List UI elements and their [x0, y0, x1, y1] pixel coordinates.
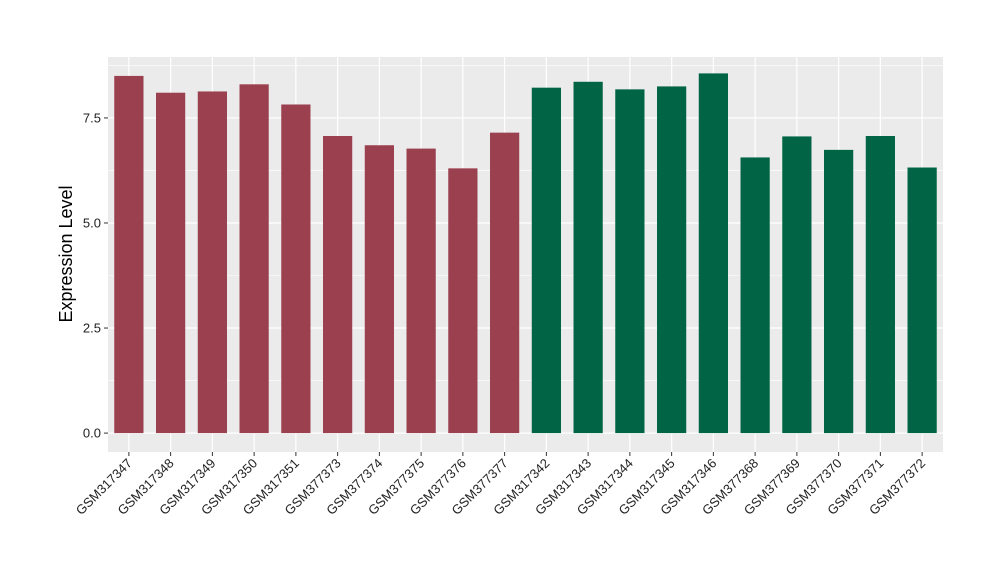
y-tick-label: 0.0 [83, 426, 101, 441]
y-axis-title: Expression Level [56, 185, 76, 322]
bar-GSM377370 [824, 149, 854, 434]
bar-GSM377376 [448, 168, 478, 434]
bar-GSM317346 [698, 73, 728, 434]
y-tick-label: 5.0 [83, 215, 101, 230]
bar-GSM317350 [239, 84, 269, 434]
y-tick-label: 7.5 [83, 110, 101, 125]
bar-GSM377374 [364, 145, 394, 434]
bar-GSM317343 [573, 81, 603, 434]
bar-GSM317345 [657, 86, 687, 434]
x-axis: GSM317347GSM317348GSM317349GSM317350GSM3… [73, 452, 928, 518]
bar-GSM377369 [782, 136, 812, 434]
bar-GSM317351 [281, 104, 311, 434]
bar-GSM377371 [865, 136, 895, 434]
bar-GSM317349 [197, 91, 227, 434]
bar-GSM317342 [531, 87, 561, 434]
bar-GSM317347 [114, 75, 144, 434]
bar-GSM377373 [323, 136, 353, 434]
bar-GSM377372 [907, 167, 937, 434]
bar-GSM377368 [740, 157, 770, 434]
y-tick-label: 2.5 [83, 321, 101, 336]
plot-panel [108, 57, 943, 452]
y-axis: 0.0 2.5 5.0 7.5 [83, 110, 108, 441]
bar-GSM317348 [156, 92, 186, 434]
bars [114, 73, 937, 434]
bar-GSM317344 [615, 89, 645, 434]
bar-GSM377375 [406, 148, 436, 434]
bar-GSM377377 [490, 132, 520, 434]
